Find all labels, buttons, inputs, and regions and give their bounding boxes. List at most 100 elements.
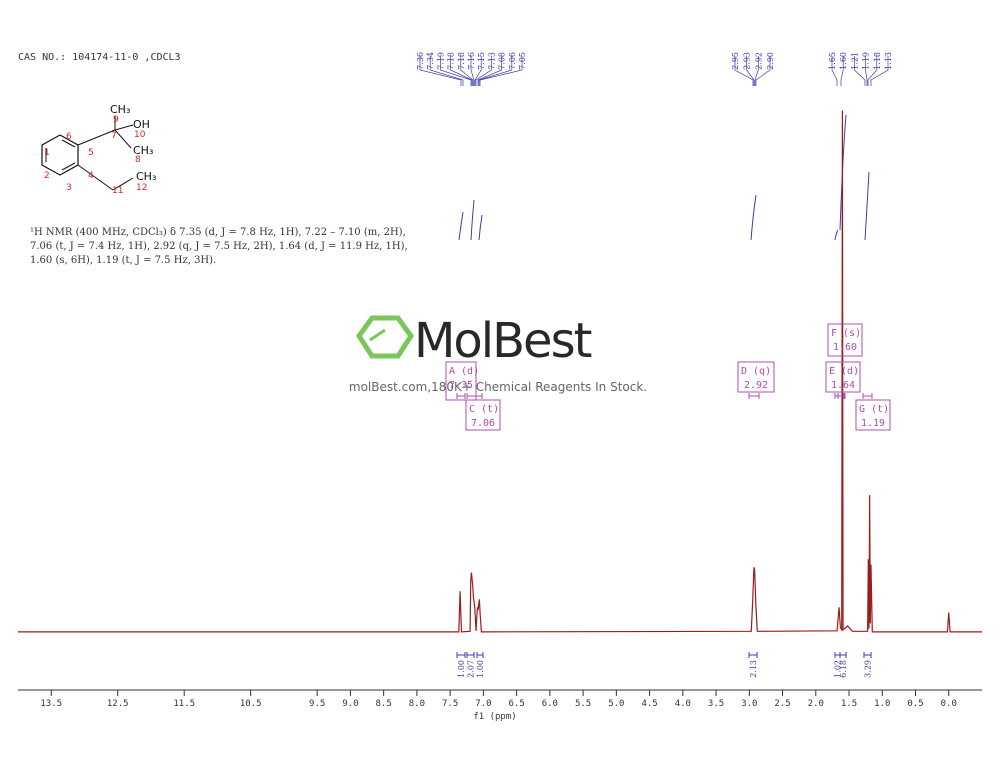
- logo-line: [369, 328, 386, 342]
- integral-trace: [478, 214, 483, 241]
- peak-label: 1.65: [828, 52, 837, 70]
- integral-trace: [470, 199, 475, 241]
- watermark-tagline: molBest.com,180K+ Chemical Reagents In S…: [349, 380, 647, 394]
- integral-range: [748, 652, 758, 658]
- multiplet-name: G (t): [859, 404, 889, 415]
- x-tick-label: 0.0: [941, 699, 957, 709]
- peak-connector: [854, 56, 866, 86]
- peak-connector: [479, 56, 523, 86]
- spectrum-line: [18, 110, 982, 633]
- peak-connector: [831, 56, 838, 86]
- atom-number: 12: [136, 183, 147, 193]
- watermark: MolBest molBest.com,180K+ Chemical Reage…: [349, 313, 647, 394]
- multiplet-range: [837, 393, 845, 399]
- multiplet-name: F (s): [831, 328, 861, 339]
- nmr-description: 7.06 (t, J = 7.4 Hz, 1H), 2.92 (q, J = 7…: [30, 241, 408, 252]
- peak-connector: [746, 56, 755, 86]
- x-tick-label: 1.5: [841, 699, 857, 709]
- bond: [114, 129, 132, 149]
- x-tick-label: 0.5: [907, 699, 923, 709]
- atom-number: 1: [44, 148, 50, 158]
- integral-trace: [834, 229, 839, 241]
- multiplet-box: [737, 361, 775, 393]
- integral-trace: [458, 211, 464, 241]
- atom-number: 6: [66, 132, 72, 142]
- peak-connector: [460, 56, 474, 86]
- peak-label: 2.95: [731, 52, 740, 70]
- watermark-brand: MolBest: [414, 313, 592, 369]
- x-tick-label: 2.5: [774, 699, 790, 709]
- multiplet-name: C (t): [469, 404, 499, 415]
- peak-connector: [865, 56, 868, 86]
- peak-connector: [477, 56, 502, 86]
- bond: [112, 177, 134, 191]
- atom-number: 2: [44, 171, 50, 181]
- multiplet-box: [445, 361, 477, 401]
- integral-range: [863, 652, 872, 658]
- multiplet-name: D (q): [741, 366, 771, 377]
- x-tick-label: 2.0: [808, 699, 824, 709]
- multiplet-shift: 1.60: [833, 342, 857, 353]
- x-tick-label: 4.5: [641, 699, 657, 709]
- atom-number: 8: [135, 155, 141, 165]
- peak-connector: [470, 56, 475, 86]
- peak-label: 7.15: [477, 52, 486, 70]
- peak-connector: [429, 56, 464, 86]
- atom-number: 10: [134, 130, 146, 140]
- nmr-description: 1.60 (s, 6H), 1.19 (t, J = 7.5 Hz, 3H).: [30, 255, 216, 266]
- atom-label: CH₃: [133, 144, 153, 157]
- peak-label: 1.60: [839, 52, 848, 70]
- integral-range: [834, 652, 841, 658]
- multiplet-range: [466, 393, 483, 399]
- bond: [61, 139, 76, 148]
- multiplet-shift: 2.92: [744, 380, 768, 391]
- peak-label: 7.06: [508, 52, 517, 70]
- peak-connector: [867, 56, 878, 86]
- atom-number: 5: [88, 148, 94, 158]
- multiplet-box: [465, 399, 501, 431]
- peak-label: 1.19: [862, 52, 871, 70]
- bond: [77, 164, 114, 191]
- multiplet-name: E (d): [829, 366, 859, 377]
- peak-connector: [870, 56, 889, 86]
- integral-trace: [864, 171, 870, 241]
- peak-label: 7.19: [436, 52, 445, 70]
- atom-label: CH₃: [110, 103, 130, 116]
- integral-value: 1.00: [476, 660, 485, 678]
- multiplet-shift: 7.35: [449, 380, 473, 391]
- integral-range: [466, 652, 475, 658]
- atom-number: 7: [111, 131, 117, 141]
- bond: [114, 124, 134, 131]
- nmr-description: ¹H NMR (400 MHz, CDCl₃) δ 7.35 (d, J = 7…: [30, 227, 406, 238]
- peak-label: 1.13: [884, 52, 893, 70]
- atom-number: 3: [66, 183, 72, 193]
- peak-label: 7.34: [426, 52, 435, 70]
- plot: 13.5 12.5 11.5 10.5 9.5 9.0 8.5 8.0 7.5 7.0 6.5 6.0…: [18, 110, 982, 709]
- x-tick-label: 9.0: [342, 699, 358, 709]
- integral-range: [839, 652, 847, 658]
- x-tick-label: 10.5: [240, 699, 262, 709]
- multiplet-box: [825, 361, 861, 393]
- peak-label: 7.18: [447, 52, 456, 70]
- peak-label: 2.90: [766, 52, 775, 70]
- integral-value: 1.00: [457, 660, 466, 678]
- x-tick-label: 11.5: [173, 699, 195, 709]
- peak-connector: [474, 56, 482, 86]
- integral-trace: [750, 194, 757, 241]
- x-tick-label: 6.5: [508, 699, 524, 709]
- multiplet-shift: 7.06: [471, 418, 495, 429]
- x-tick-label: 5.0: [608, 699, 624, 709]
- integral-range: [476, 652, 484, 658]
- x-tick-label: 9.5: [309, 699, 325, 709]
- multiplet-box: [827, 323, 863, 357]
- peak-label: 7.08: [498, 52, 507, 70]
- x-tick-label: 8.5: [376, 699, 392, 709]
- peak-connector: [754, 56, 759, 86]
- x-tick-label: 3.0: [741, 699, 757, 709]
- integral-range: [456, 652, 466, 658]
- peak-label: 2.93: [743, 52, 752, 70]
- integral-value: 2.07: [467, 660, 476, 678]
- atom-label: OH: [133, 118, 150, 131]
- x-tick-label: 12.5: [107, 699, 129, 709]
